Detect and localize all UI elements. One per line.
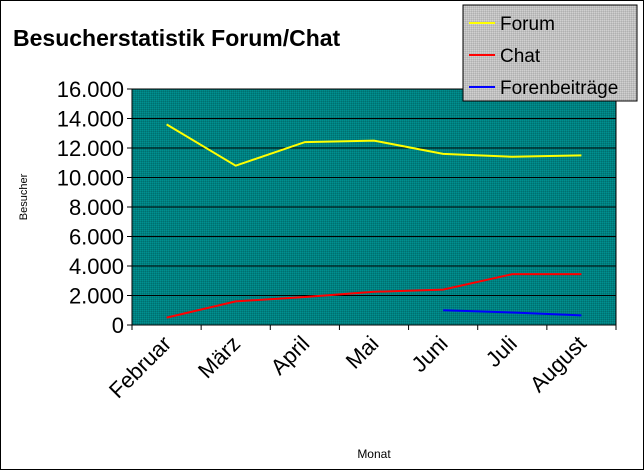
x-tick-label: Februar [104, 331, 176, 403]
legend: Forum Chat Forenbeiträge [462, 4, 638, 102]
x-tick-label: April [266, 331, 315, 380]
legend-box [462, 4, 638, 102]
y-tick-label: 0 [112, 313, 124, 338]
legend-label: Forenbeiträge [500, 78, 618, 99]
legend-label: Chat [500, 46, 541, 67]
x-tick-label: März [193, 331, 245, 383]
y-tick-label: 16.000 [57, 77, 124, 102]
legend-entries: Forum Chat Forenbeiträge [469, 14, 618, 99]
y-tick-label: 6.000 [69, 225, 124, 250]
y-tick-label: 4.000 [69, 254, 124, 279]
y-axis-label: Besucher [18, 173, 30, 220]
x-tick-label: Juni [406, 331, 452, 377]
legend-label: Forum [500, 14, 555, 35]
x-tick-label: Juli [481, 331, 522, 372]
y-tick-label: 2.000 [69, 284, 124, 309]
chart-title: Besucherstatistik Forum/Chat [13, 25, 341, 51]
x-tick-labels: Februar März April Mai Juni Juli August [104, 325, 617, 403]
series-line-2 [166, 273, 582, 319]
series-lines [166, 123, 582, 319]
series-line-1 [166, 123, 582, 167]
y-tick-label: 14.000 [57, 107, 124, 132]
x-tick-label: August [525, 331, 591, 397]
series-line-3 [443, 309, 582, 317]
gridlines [132, 118, 616, 296]
y-tick-label: 8.000 [69, 195, 124, 220]
y-tick-label: 12.000 [57, 136, 124, 161]
y-tick-labels: 0 2.000 4.000 6.000 8.000 10.000 12.000 14.000 1… [57, 77, 132, 338]
x-tick-label: Mai [341, 331, 384, 374]
y-tick-label: 10.000 [57, 166, 124, 191]
x-axis-label: Monat [357, 447, 391, 461]
